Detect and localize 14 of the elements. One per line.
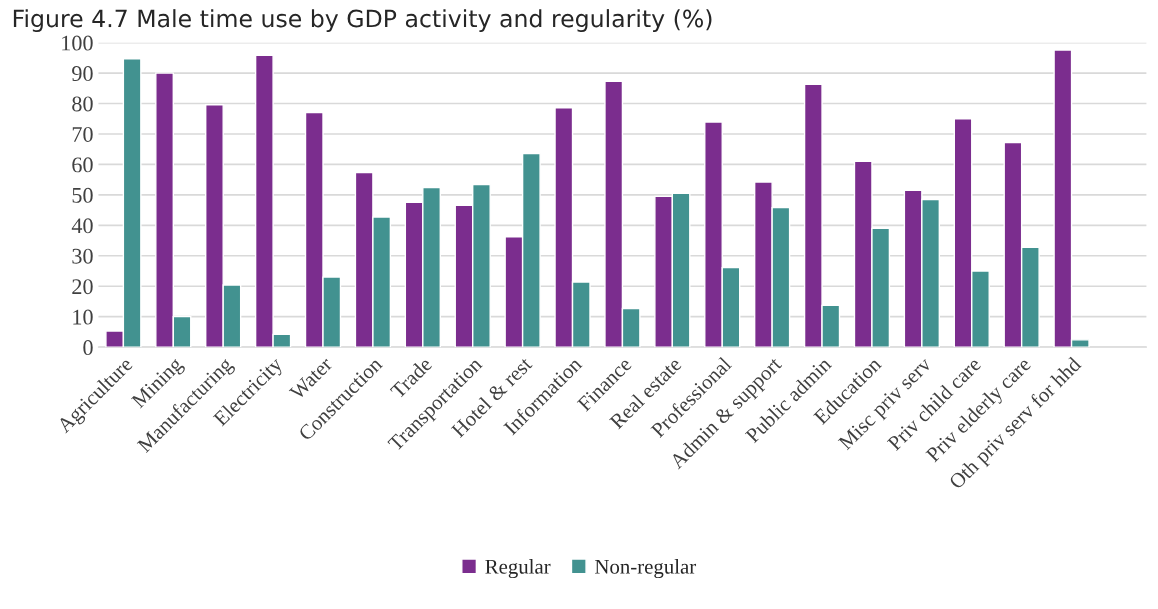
y-tick-label: 80 (72, 96, 93, 112)
y-tick-label: 50 (72, 187, 93, 203)
y-tick-label: 30 (72, 248, 93, 264)
legend-label: Non-regular (595, 559, 697, 579)
y-tick-label: 10 (73, 309, 93, 325)
legend-label: Regular (485, 559, 551, 579)
y-tick-label: 20 (72, 279, 93, 295)
y-tick-label: 90 (72, 66, 93, 82)
chart-title: Figure 4.7 Male time use by GDP activity and regularity (%) (13, 9, 712, 32)
y-tick-label: 100 (62, 35, 93, 51)
y-tick-label: 0 (83, 340, 93, 356)
y-tick-label: 60 (72, 157, 93, 173)
y-tick-label: 40 (71, 218, 93, 234)
y-tick-label: 70 (72, 126, 93, 142)
